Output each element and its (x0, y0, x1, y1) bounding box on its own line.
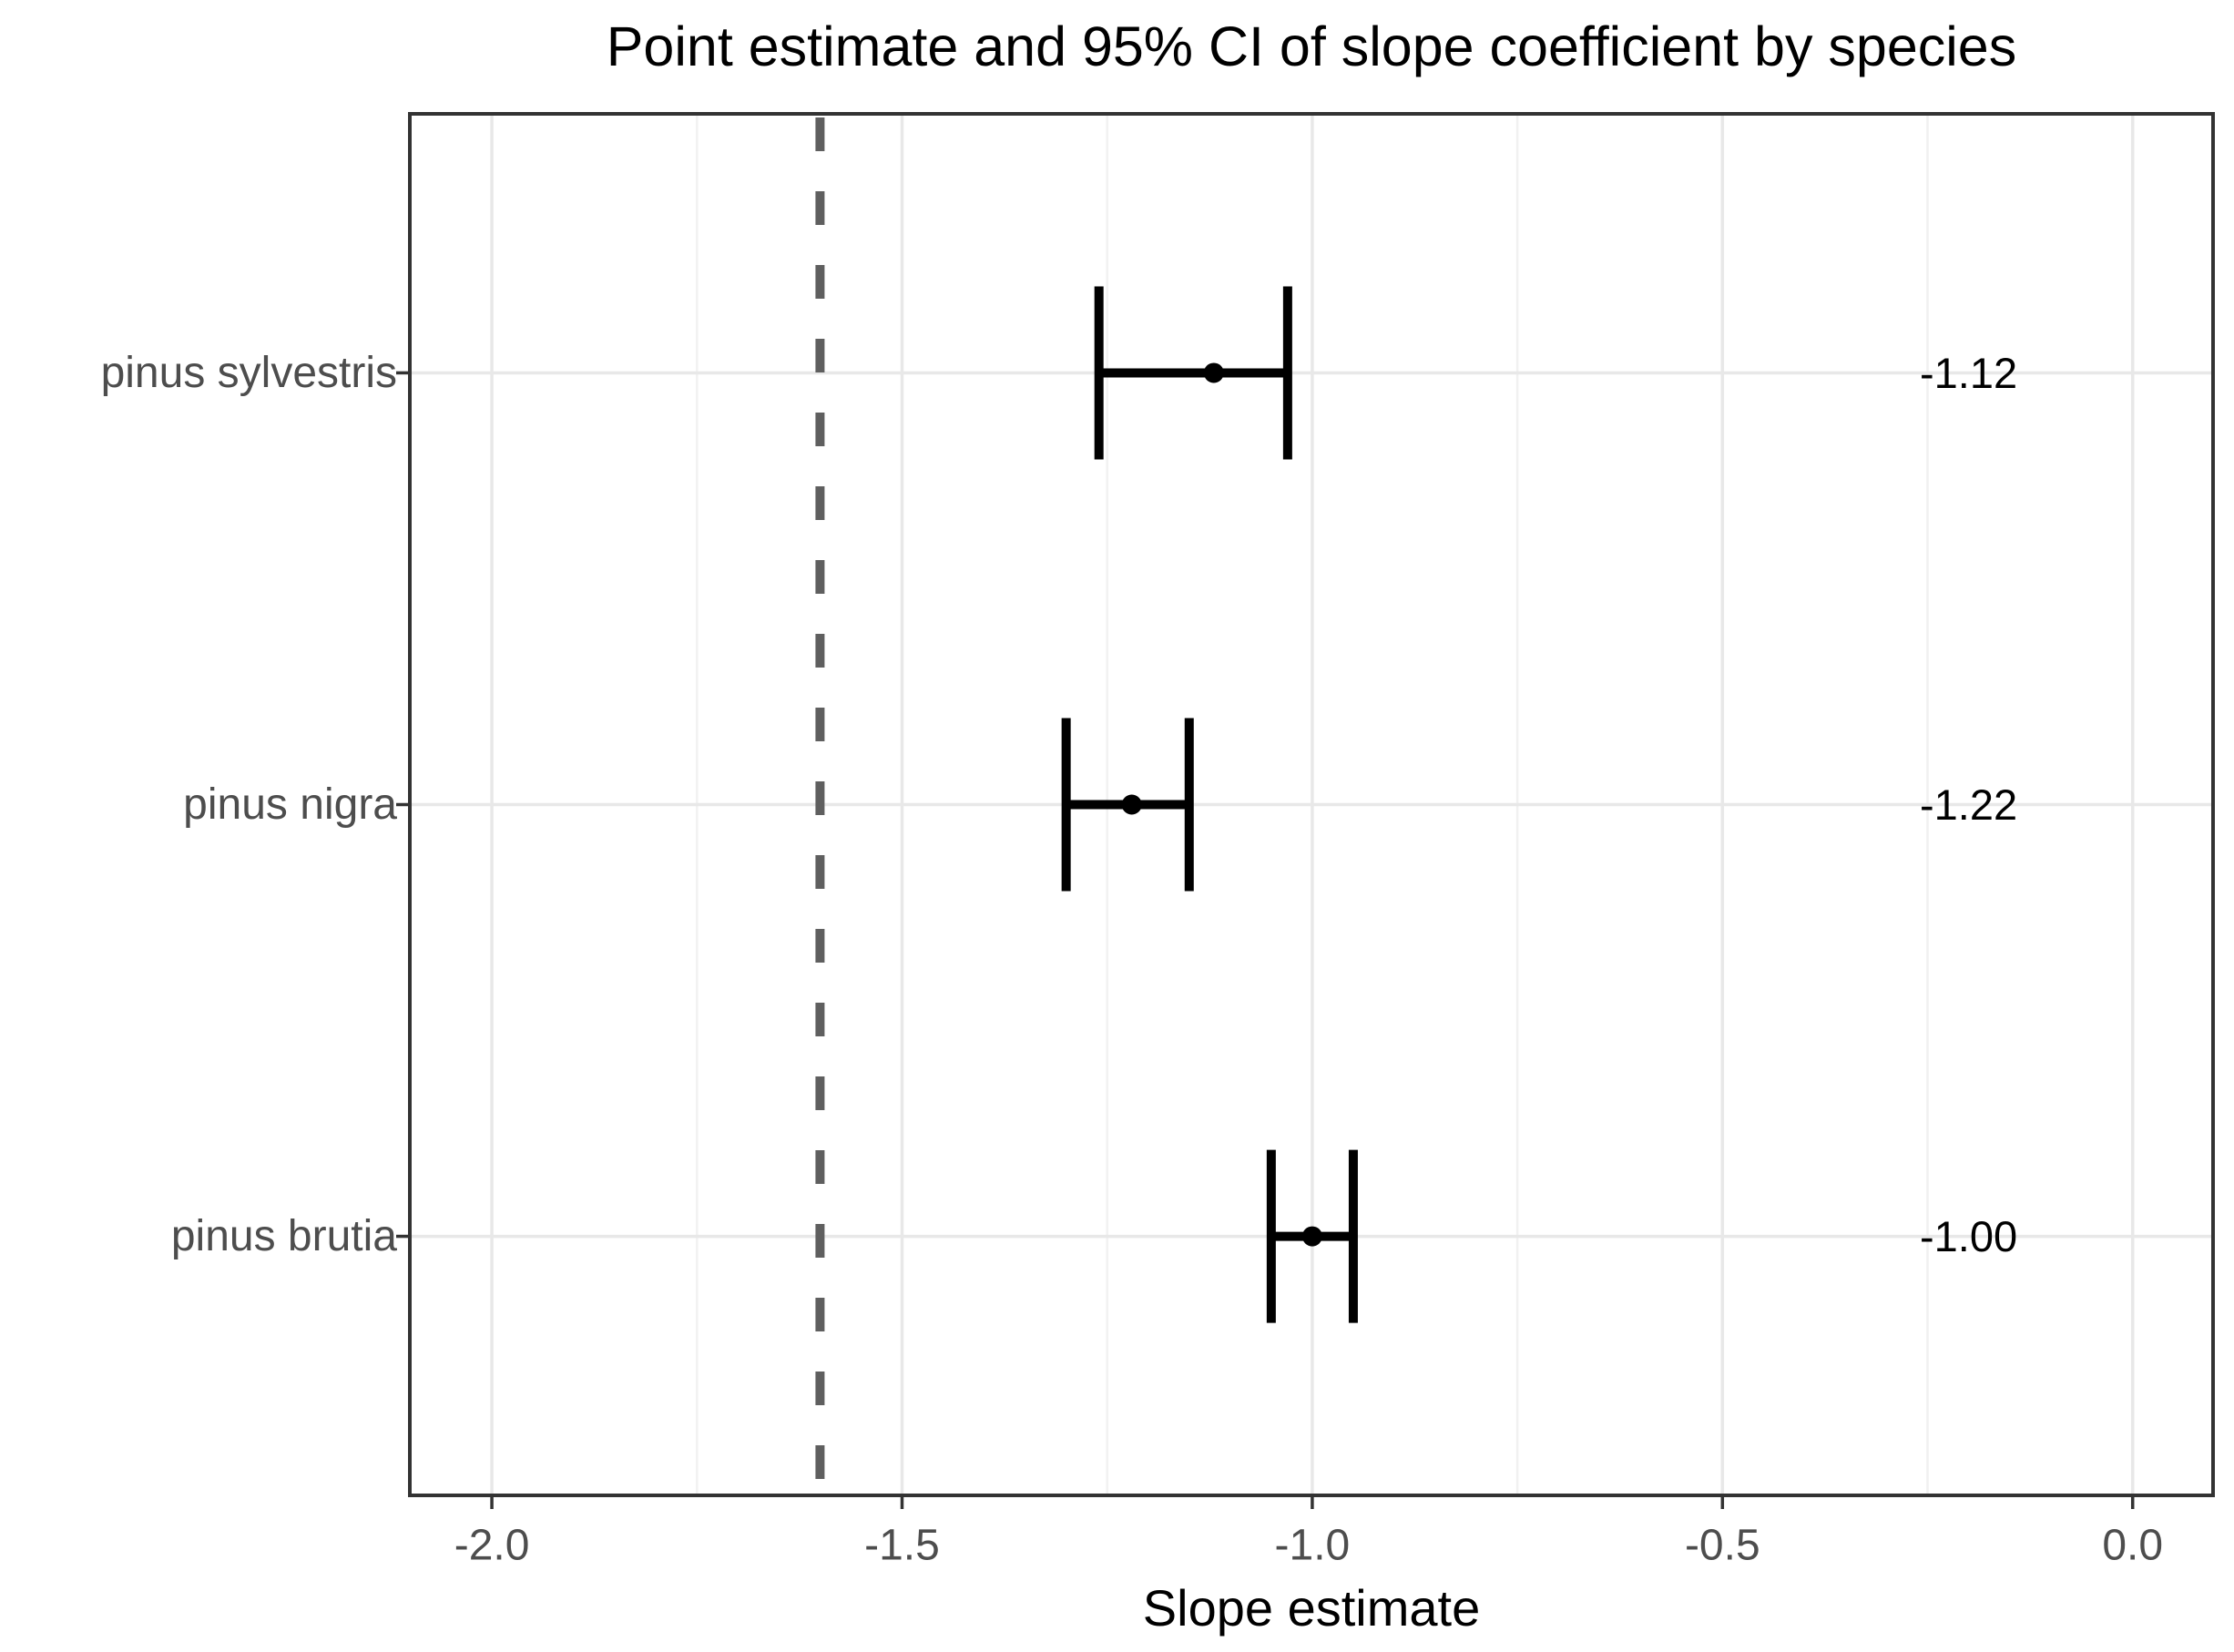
x-tick-label: -1.5 (864, 1522, 940, 1570)
estimate-point (1203, 362, 1224, 383)
y-tick-label: pinus brutia (171, 1212, 397, 1260)
estimate-value-label: -1.12 (1920, 349, 2017, 397)
x-tick-label: 0.0 (2102, 1522, 2163, 1570)
chart-title: Point estimate and 95% CI of slope coeff… (606, 15, 2017, 77)
estimate-value-label: -1.00 (1920, 1212, 2017, 1260)
estimate-point (1121, 794, 1142, 815)
x-tick-label: -0.5 (1685, 1522, 1760, 1570)
y-tick-label: pinus sylvestris (101, 349, 397, 397)
x-tick-label: -1.0 (1275, 1522, 1351, 1570)
y-tick-label: pinus nigra (183, 780, 397, 829)
x-axis-title: Slope estimate (1142, 1579, 1481, 1637)
x-tick-label: -2.0 (454, 1522, 530, 1570)
estimate-point (1301, 1226, 1322, 1247)
estimate-value-label: -1.22 (1920, 780, 2017, 829)
